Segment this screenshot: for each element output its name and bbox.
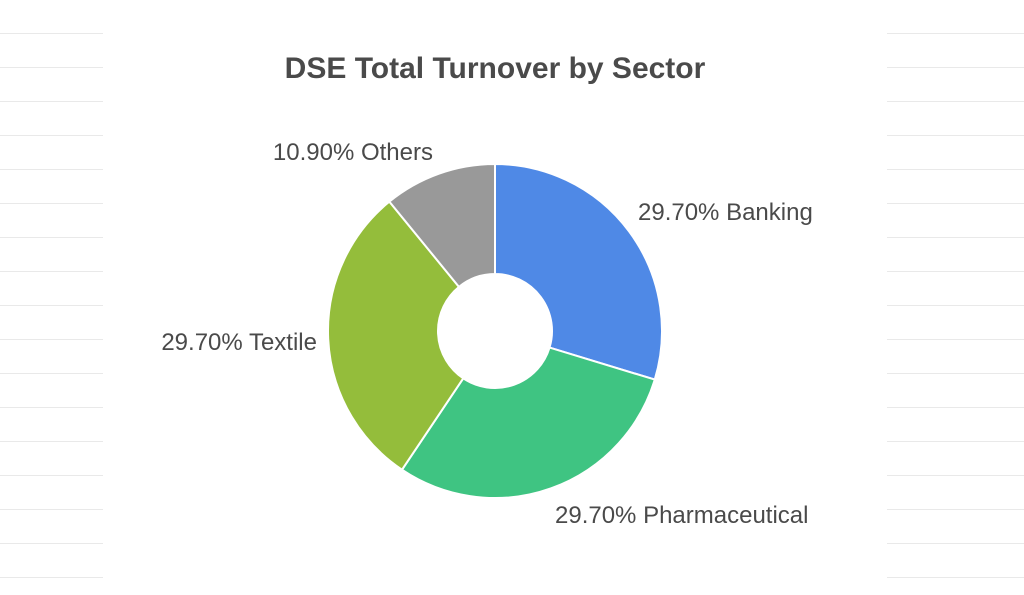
slice-labels: 29.70% Banking 29.70% Pharmaceutical 29.70… [161,139,812,529]
donut-chart: 29.70% Banking 29.70% Pharmaceutical 29.70… [161,139,812,529]
donut-slices [327,162,663,499]
slice-others [387,162,496,289]
slice-pharmaceutical [400,346,657,499]
chart-card: DSE Total Turnover by Sector 29.70% Bank… [103,0,887,595]
slice-label-pharmaceutical: 29.70% Pharmaceutical [555,502,808,529]
slice-banking [494,162,663,381]
slice-label-banking: 29.70% Banking [638,199,813,226]
chart-title: DSE Total Turnover by Sector [284,52,706,85]
slice-label-textile: 29.70% Textile [161,329,317,356]
slice-textile [327,200,465,472]
slice-label-others: 10.90% Others [273,139,433,166]
